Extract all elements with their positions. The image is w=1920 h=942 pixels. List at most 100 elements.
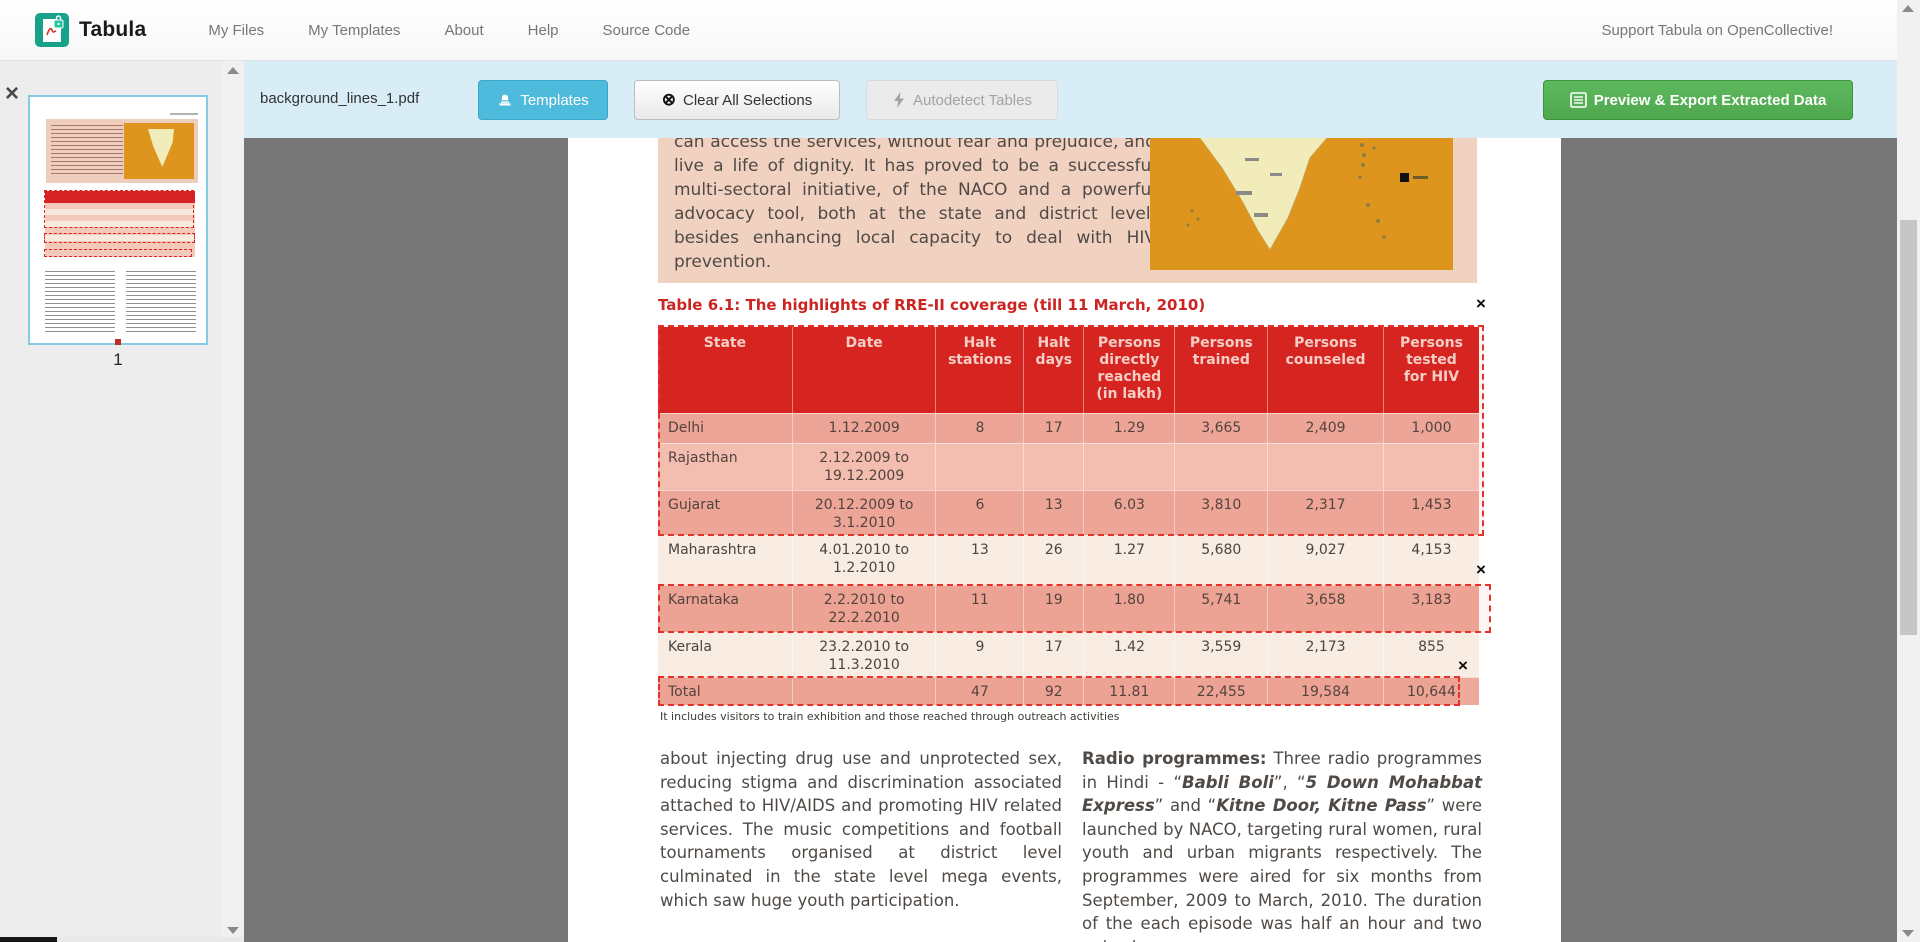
table-selection-2[interactable]: [658, 584, 1491, 633]
intro-paragraph-text: can access the services, without fear an…: [674, 138, 1156, 272]
nav-source-code[interactable]: Source Code: [602, 21, 691, 39]
template-icon: [499, 94, 511, 106]
table-list-icon: [1569, 92, 1587, 108]
delete-selection-1-icon[interactable]: ×: [1476, 294, 1486, 313]
table-cell: 23.2.2010 to 11.3.2010: [791, 633, 936, 677]
table-cell: 3,183: [1382, 586, 1479, 632]
scroll-up-icon[interactable]: [227, 67, 239, 74]
toolbar: background_lines_1.pdf Templates ⊗ Clear…: [244, 61, 1897, 138]
text-segment: ” were launched by NACO, targeting rural…: [1082, 796, 1482, 942]
remove-page-icon[interactable]: ×: [5, 80, 20, 107]
table-cell: 11.81: [1083, 678, 1174, 705]
h-scrollbar-thumb[interactable]: [0, 937, 57, 942]
clear-all-selections-button[interactable]: ⊗ Clear All Selections: [634, 80, 840, 120]
thumb-header-text: [170, 113, 198, 115]
scrollbar-thumb[interactable]: [1900, 220, 1917, 635]
nav-about[interactable]: About: [444, 21, 484, 39]
table-cell: 3,559: [1174, 633, 1267, 677]
scroll-down-icon[interactable]: [227, 927, 239, 934]
export-label: Preview & Export Extracted Data: [1593, 91, 1827, 109]
table-cell: 5,680: [1174, 536, 1267, 585]
table-cell: 47: [935, 678, 1023, 705]
table-header-cell: Persons trained: [1174, 327, 1267, 413]
table-cell: 8: [935, 414, 1023, 443]
table-footnote: It includes visitors to train exhibition…: [660, 710, 1120, 723]
table-cell: 1.27: [1083, 536, 1174, 585]
delete-selection-3-icon[interactable]: ×: [1458, 656, 1468, 675]
tabula-logo-icon: [35, 13, 69, 47]
table-cell: [935, 444, 1023, 490]
table-cell: Karnataka: [668, 592, 739, 608]
pdf-page-canvas[interactable]: can access the services, without fear an…: [568, 138, 1561, 942]
page-thumbnail[interactable]: [28, 95, 208, 345]
navbar: Tabula My Files My Templates About Help …: [0, 0, 1897, 61]
page-number-label: 1: [113, 350, 123, 369]
table-cell: 5,741: [1174, 586, 1267, 632]
table-header-cell: Persons counseled: [1267, 327, 1383, 413]
table-row: Rajasthan 2.12.2009 to 19.12.2009: [658, 443, 1479, 490]
nav-my-files[interactable]: My Files: [208, 21, 265, 39]
window-scrollbar[interactable]: [1897, 0, 1920, 942]
text-segment: ”, “: [1273, 772, 1306, 792]
table-cell: Total: [668, 684, 701, 700]
page-sidebar: × 1: [0, 61, 222, 942]
table-header-cell: Date: [791, 327, 936, 413]
table-cell: Maharashtra: [668, 542, 757, 558]
delete-selection-2-icon[interactable]: ×: [1476, 560, 1486, 579]
table-cell: 2,173: [1267, 633, 1383, 677]
templates-button[interactable]: Templates: [478, 80, 608, 120]
text-segment: ” and “: [1154, 796, 1217, 816]
table-selection-1[interactable]: [658, 325, 1484, 536]
thumb-map: [124, 123, 194, 179]
table-cell: 2,317: [1267, 491, 1383, 535]
table-cell: 1.12.2009: [791, 414, 936, 443]
table-cell: [1023, 444, 1083, 490]
table-cell: 3,665: [1174, 414, 1267, 443]
table-selection-3[interactable]: [658, 676, 1460, 706]
clear-label: Clear All Selections: [683, 91, 813, 109]
autodetect-label: Autodetect Tables: [913, 91, 1032, 109]
table-cell: 1.80: [1083, 586, 1174, 632]
table-cell: Gujarat: [668, 497, 721, 513]
preview-export-button[interactable]: Preview & Export Extracted Data: [1543, 80, 1853, 120]
sidebar-horizontal-scrollbar[interactable]: [0, 937, 244, 942]
nav-my-templates[interactable]: My Templates: [308, 21, 401, 39]
scroll-up-icon[interactable]: [1902, 5, 1914, 12]
scroll-down-icon[interactable]: [1902, 930, 1914, 937]
table-cell: 6.03: [1083, 491, 1174, 535]
table-cell: [1174, 444, 1267, 490]
table-row: Kerala 23.2.2010 to 11.3.2010 9 17 1.42 3,559…: [658, 632, 1479, 677]
lightning-icon: [894, 92, 904, 108]
table-cell: 1.29: [1083, 414, 1174, 443]
table-cell: 19: [1023, 586, 1083, 632]
table-cell: 11: [935, 586, 1023, 632]
table-cell: 2.12.2009 to 19.12.2009: [791, 444, 936, 490]
autodetect-tables-button-disabled[interactable]: Autodetect Tables: [866, 80, 1058, 120]
nav-help[interactable]: Help: [527, 21, 559, 39]
templates-label: Templates: [520, 91, 589, 109]
table-cell: Kerala: [668, 639, 712, 655]
india-map-figure: [1150, 138, 1453, 270]
table-header-cell: Halt stations: [935, 327, 1023, 413]
left-column-paragraph: about injecting drug use and unprotected…: [660, 749, 1062, 910]
table-header-cell: Halt days: [1023, 327, 1083, 413]
nav-links: My Files My Templates About Help Source …: [208, 22, 690, 39]
text-segment: Babli Boli: [1182, 772, 1274, 792]
table-row: Maharashtra 4.01.2010 to 1.2.2010 13 26 1.27…: [658, 535, 1479, 585]
table-cell: 3,658: [1267, 586, 1383, 632]
table-cell: 2,409: [1267, 414, 1383, 443]
nav-support-link[interactable]: Support Tabula on OpenCollective!: [1601, 21, 1833, 39]
table-cell: 92: [1023, 678, 1083, 705]
table-cell: 3,810: [1174, 491, 1267, 535]
table-header-cell: Persons directly reached (in lakh): [1083, 327, 1174, 413]
brand-name: Tabula: [79, 18, 147, 41]
table-cell: 1,453: [1382, 491, 1479, 535]
table-row: Delhi 1.12.2009 8 17 1.29 3,665 2,409 1,000: [658, 413, 1479, 443]
table-cell: Rajasthan: [668, 450, 738, 466]
brand[interactable]: Tabula: [35, 13, 146, 47]
clear-circle-x-icon: ⊗: [661, 90, 676, 109]
table-row: Gujarat 20.12.2009 to 3.1.2010 6 13 6.03 3,81…: [658, 490, 1479, 535]
table-cell: 10,644: [1382, 678, 1479, 705]
sidebar-scrollbar[interactable]: [222, 61, 244, 942]
table-cell: Delhi: [668, 420, 705, 436]
